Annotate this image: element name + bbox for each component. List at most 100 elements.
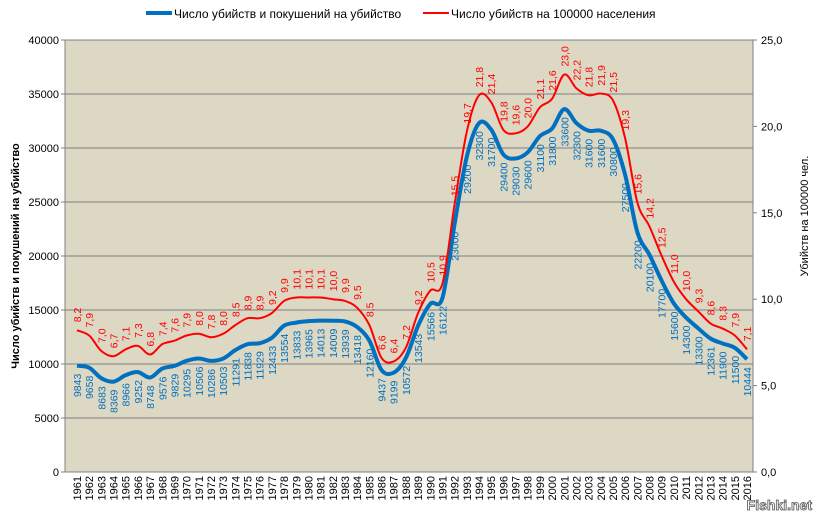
tick-label-x: 2012: [693, 476, 705, 500]
tick-label-x: 2010: [669, 476, 681, 500]
legend: Число убийств и покушений на убийство Чи…: [146, 7, 656, 21]
tick-label-x: 1976: [255, 476, 267, 500]
tick-label-x: 1990: [425, 476, 437, 500]
tick-label-x: 1982: [328, 476, 340, 500]
tick-label-right: 15,0: [761, 208, 782, 220]
data-label-rate: 8,0: [194, 311, 206, 326]
tick-label-x: 1992: [450, 476, 462, 500]
data-label-murders: 10444: [742, 367, 754, 396]
data-label-rate: 6,8: [145, 332, 157, 347]
data-label-rate: 6,4: [389, 339, 401, 354]
data-label-murders: 14300: [681, 325, 693, 354]
tick-label-right: 0,0: [761, 467, 776, 479]
data-label-rate: 6,7: [109, 333, 121, 348]
legend-label-red: Число убийств на 100000 населения: [451, 7, 656, 21]
tick-label-x: 1964: [109, 476, 121, 500]
data-label-rate: 7,9: [730, 313, 742, 328]
data-label-rate: 19,6: [511, 105, 523, 126]
tick-label-x: 2000: [547, 476, 559, 500]
tick-label-x: 2002: [571, 476, 583, 500]
data-label-rate: 15,6: [632, 174, 644, 195]
data-label-murders: 12433: [267, 346, 279, 375]
data-label-rate: 14,2: [645, 198, 657, 219]
data-label-murders: 11500: [730, 356, 742, 385]
data-label-rate: 10,1: [316, 269, 328, 290]
tick-label-x: 1979: [291, 476, 303, 500]
tick-label-x: 1978: [279, 476, 291, 500]
tick-label-x: 2011: [681, 476, 693, 500]
tick-label-x: 1970: [182, 476, 194, 500]
data-label-murders: 20100: [645, 263, 657, 292]
data-label-rate: 6,6: [377, 335, 389, 350]
tick-label-left: 0: [53, 467, 59, 479]
data-label-rate: 21,6: [547, 70, 559, 91]
data-label-murders: 13554: [279, 333, 291, 362]
tick-label-left: 10000: [28, 359, 59, 371]
tick-label-left: 30000: [28, 143, 59, 155]
data-label-murders: 9576: [157, 376, 169, 400]
data-label-rate: 21,5: [608, 72, 620, 93]
data-label-rate: 8,2: [72, 308, 84, 323]
data-label-murders: 32300: [571, 131, 583, 160]
tick-label-x: 1984: [352, 476, 364, 500]
data-label-murders: 31600: [596, 139, 608, 168]
tick-label-right: 20,0: [761, 121, 782, 133]
data-label-murders: 13833: [291, 330, 303, 359]
data-label-murders: 9252: [133, 380, 145, 404]
data-label-murders: 32300: [474, 131, 486, 160]
y-axis-right-label: Убийств на 100000 чел.: [799, 156, 811, 277]
data-label-rate: 19,7: [462, 103, 474, 124]
data-label-murders: 8966: [121, 383, 133, 407]
tick-label-x: 2005: [608, 476, 620, 500]
data-label-murders: 9437: [377, 378, 389, 402]
data-label-rate: 8,9: [243, 295, 255, 310]
data-label-rate: 20,0: [523, 98, 535, 119]
tick-label-x: 1973: [218, 476, 230, 500]
data-label-rate: 10,0: [328, 271, 340, 292]
data-label-murders: 29200: [462, 164, 474, 193]
tick-label-x: 2014: [718, 476, 730, 500]
data-label-rate: 22,2: [571, 60, 583, 81]
data-label-rate: 12,5: [657, 227, 669, 248]
tick-label-left: 25000: [28, 197, 59, 209]
data-label-murders: 13939: [340, 329, 352, 358]
data-label-murders: 27500: [620, 183, 632, 212]
tick-label-left: 20000: [28, 251, 59, 263]
tick-label-x: 2006: [620, 476, 632, 500]
data-label-rate: 9,5: [352, 285, 364, 300]
data-label-rate: 21,8: [584, 67, 596, 88]
tick-label-left: 5000: [35, 413, 59, 425]
data-label-murders: 31800: [547, 136, 559, 165]
data-label-murders: 10286: [206, 369, 218, 398]
data-label-murders: 13418: [352, 335, 364, 364]
data-label-rate: 15,5: [450, 176, 462, 197]
data-label-murders: 23000: [450, 231, 462, 260]
tick-label-x: 1999: [535, 476, 547, 500]
tick-label-x: 1996: [498, 476, 510, 500]
tick-label-x: 1975: [243, 476, 255, 500]
data-label-murders: 15566: [425, 312, 437, 341]
tick-label-x: 1985: [364, 476, 376, 500]
data-label-murders: 8748: [145, 385, 157, 409]
data-label-murders: 14009: [328, 329, 340, 358]
data-label-rate: 19,8: [498, 101, 510, 122]
tick-label-x: 2001: [559, 476, 571, 500]
tick-label-x: 1991: [437, 476, 449, 500]
tick-label-right: 5,0: [761, 381, 776, 393]
series-line-rate: [76, 73, 748, 364]
data-label-murders: 11838: [243, 352, 255, 381]
data-label-rate: 9,9: [340, 278, 352, 293]
tick-label-x: 1986: [377, 476, 389, 500]
data-label-murders: 13300: [693, 336, 705, 365]
data-label-rate: 10,1: [291, 269, 303, 290]
tick-label-right: 10,0: [761, 294, 782, 306]
tick-label-left: 40000: [28, 35, 59, 47]
tick-label-x: 1969: [169, 476, 181, 500]
tick-label-x: 1971: [194, 476, 206, 500]
watermark: Fishki.net: [747, 497, 813, 513]
data-label-rate: 8,9: [255, 295, 267, 310]
tick-label-x: 1972: [206, 476, 218, 500]
data-label-rate: 21,8: [474, 67, 486, 88]
data-label-murders: 29400: [498, 162, 510, 191]
data-label-murders: 31100: [535, 144, 547, 173]
